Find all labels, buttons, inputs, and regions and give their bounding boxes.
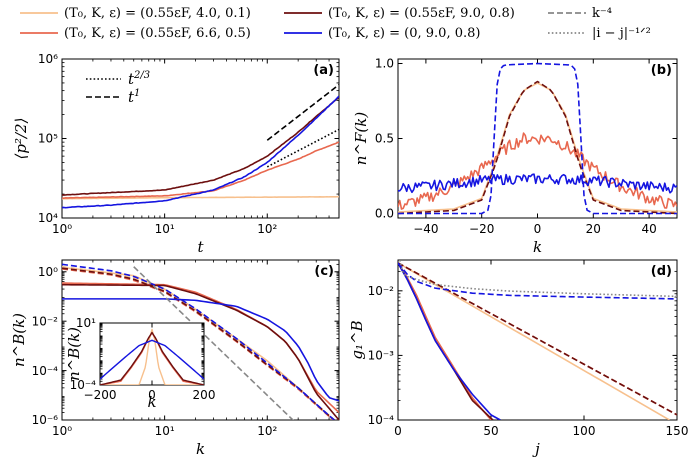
series-k-4-guide — [133, 266, 295, 420]
series-group — [62, 84, 339, 209]
series-blue — [62, 95, 339, 209]
x-tick-label: 40 — [641, 222, 656, 236]
legend-label: (T₀, K, ε) = (0.55εF, 4.0, 0.1) — [64, 6, 251, 21]
y-axis-label: g₁^B — [348, 320, 366, 359]
series-t-1-guide — [266, 84, 339, 141]
plot-frame — [397, 58, 678, 219]
y-tick-label: 10⁵ — [38, 132, 58, 146]
y-tick-label: 0.0 — [375, 207, 394, 221]
y-axis-label: n^B(k) — [10, 313, 28, 367]
series-group — [398, 62, 677, 215]
y-tick-label: 0.5 — [375, 132, 394, 146]
series-blue-dashed — [398, 262, 677, 300]
series-blue — [62, 298, 339, 402]
x-tick-label: 50 — [483, 424, 498, 438]
legend-label: (T₀, K, ε) = (0.55εF, 6.6, 0.5) — [64, 26, 251, 41]
panel-label: (c) — [314, 264, 334, 279]
series-dark-dashed — [398, 262, 677, 416]
y-axis-label: ⟨p²/2⟩ — [12, 118, 30, 160]
series-blue — [398, 262, 501, 420]
series-group — [398, 260, 677, 420]
series-orange — [398, 132, 677, 210]
y-tick-label: 10⁰ — [38, 265, 58, 279]
panel-label: (d) — [651, 264, 672, 279]
x-axis-label: t — [197, 238, 204, 256]
plot-frame — [397, 259, 678, 421]
figure-legend: (T₀, K, ε) = (0.55εF, 4.0, 0.1) (T₀, K, ε… — [20, 6, 651, 41]
x-tick-label: 10¹ — [155, 222, 175, 236]
inset-x-label: k — [147, 393, 156, 411]
series-blue-dashed — [398, 62, 677, 215]
legend-label: (T₀, K, ε) = (0.55εF, 9.0, 0.8) — [328, 6, 515, 21]
series-dark — [62, 283, 339, 420]
series-orange — [62, 141, 339, 200]
x-axis-label: j — [532, 440, 540, 458]
y-tick-label: 10⁻² — [368, 284, 395, 298]
y-tick-label: 1.0 — [375, 57, 394, 71]
panel-label: (b) — [651, 63, 672, 78]
series-group — [62, 263, 339, 420]
legend-label: |i − j|⁻¹ᐟ² — [592, 26, 651, 41]
x-tick-label: −200 — [84, 388, 117, 402]
y-tick-label: 10⁻⁴ — [70, 378, 97, 392]
y-axis-label: n^F(k) — [352, 112, 370, 166]
inset-c: −200 0 200 10⁻⁴ 10¹ k n^B(k) — [65, 316, 215, 411]
series-light — [100, 328, 204, 385]
series--i-j-1-2-guide — [399, 260, 677, 298]
panel-d: 0 50 100 150 10⁻² 10⁻³ 10⁻⁴ (d) j g₁^B — [348, 259, 689, 458]
x-axis-label: k — [533, 238, 542, 256]
x-axis-label: k — [196, 440, 205, 458]
x-tick-label: 10¹ — [155, 424, 175, 438]
panel-label: (a) — [313, 63, 334, 78]
x-tick-label: 150 — [666, 424, 689, 438]
y-tick-label: 10⁻⁴ — [32, 364, 59, 378]
y-tick-label: 10⁶ — [38, 52, 58, 66]
x-tick-label: 10⁰ — [52, 222, 72, 236]
y-tick-label: 10¹ — [76, 316, 96, 330]
legend-label: (T₀, K, ε) = (0, 9.0, 0.8) — [328, 26, 480, 41]
y-tick-label: 10⁴ — [38, 211, 58, 225]
y-tick-label: 10⁻³ — [368, 349, 395, 363]
series-group — [100, 328, 204, 385]
plot-frame — [61, 58, 340, 219]
series-dark — [100, 331, 204, 385]
series-blue — [100, 339, 204, 380]
series-orange — [398, 262, 492, 420]
inset-y-label: n^B(k) — [65, 327, 83, 381]
y-tick-label: 10⁻² — [32, 314, 59, 328]
legend-label: k⁻⁴ — [592, 6, 612, 21]
x-tick-label: 20 — [586, 222, 601, 236]
x-tick-label: −20 — [469, 222, 494, 236]
series-blue-dashed — [62, 263, 336, 420]
x-tick-label: 0 — [148, 388, 156, 402]
panel-b: −40 −20 0 20 40 0.0 0.5 1.0 (b) k n^F(k) — [352, 57, 678, 256]
series-blue-solid — [398, 173, 677, 194]
x-tick-label: 0 — [534, 222, 542, 236]
x-tick-label: −40 — [413, 222, 438, 236]
x-tick-label: 100 — [573, 424, 596, 438]
y-tick-label: 10⁻⁶ — [32, 413, 59, 427]
x-tick-label: 10² — [257, 222, 277, 236]
x-tick-label: 10⁰ — [52, 424, 72, 438]
series-dark — [398, 80, 677, 215]
x-tick-label: 200 — [193, 388, 216, 402]
x-tick-label: 0 — [394, 424, 402, 438]
series-light — [62, 195, 339, 200]
y-tick-label: 10⁻⁴ — [368, 413, 395, 427]
series-dark — [62, 96, 339, 196]
series-light — [398, 82, 677, 213]
x-tick-label: 10² — [257, 424, 277, 438]
